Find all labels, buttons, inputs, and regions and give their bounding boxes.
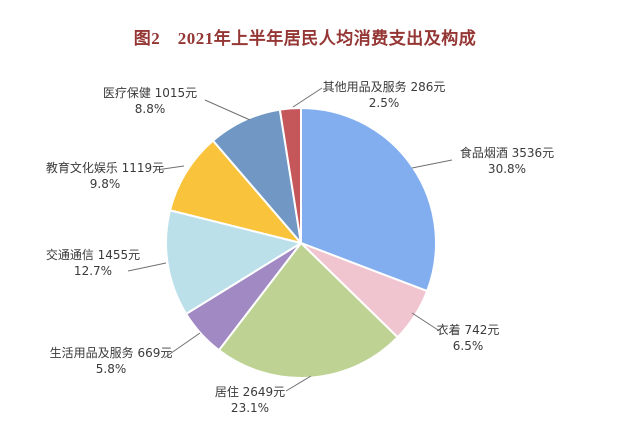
label-healthcare-line1: 医疗保健 1015元 xyxy=(102,86,198,100)
leader-line-food-tobacco-alcohol xyxy=(411,159,453,169)
label-other-line1: 其他用品及服务 286元 xyxy=(322,80,446,94)
pie-slice-other-goods-services xyxy=(278,106,302,244)
pie-slice-food-tobacco-alcohol xyxy=(300,107,437,293)
label-education-line1: 教育文化娱乐 1119元 xyxy=(45,161,165,175)
leader-line-housing xyxy=(285,375,312,392)
label-healthcare-pct: 8.8% xyxy=(134,102,166,116)
label-clothing-pct: 6.5% xyxy=(452,339,484,353)
leader-line-transport xyxy=(127,262,167,272)
leader-lines xyxy=(127,87,453,392)
chart-title: 图2 2021年上半年居民人均消费支出及构成 xyxy=(133,29,477,48)
leader-line-clothing xyxy=(411,312,439,331)
label-transport-communication: 交通通信 1455元 12.7% xyxy=(46,247,140,279)
label-housing-line1: 居住 2649元 xyxy=(214,385,286,399)
label-food-pct: 30.8% xyxy=(487,162,527,176)
label-healthcare: 医疗保健 1015元 8.8% xyxy=(103,85,197,117)
leader-line-healthcare xyxy=(204,99,251,121)
label-food-line1: 食品烟酒 3536元 xyxy=(459,146,555,160)
label-food-tobacco-alcohol: 食品烟酒 3536元 30.8% xyxy=(460,145,554,177)
label-other-goods-services: 其他用品及服务 286元 2.5% xyxy=(323,79,446,111)
leader-line-other-goods xyxy=(292,87,323,108)
label-housing-pct: 23.1% xyxy=(230,401,270,415)
pie-slice-transport-communication xyxy=(165,209,302,315)
label-housing: 居住 2649元 23.1% xyxy=(215,384,285,416)
label-clothing: 衣着 742元 6.5% xyxy=(437,322,500,354)
label-transport-pct: 12.7% xyxy=(73,264,113,278)
label-household-pct: 5.8% xyxy=(95,362,127,376)
label-transport-line1: 交通通信 1455元 xyxy=(45,248,141,262)
pie-slices xyxy=(165,106,437,379)
label-household-goods-services: 生活用品及服务 669元 5.8% xyxy=(50,345,173,377)
label-education-pct: 9.8% xyxy=(89,177,121,191)
leader-line-household-goods xyxy=(163,332,201,359)
label-education-culture-entertainment: 教育文化娱乐 1119元 9.8% xyxy=(46,160,164,192)
label-clothing-line1: 衣着 742元 xyxy=(436,323,500,337)
pie-slice-housing xyxy=(217,242,399,379)
pie-slice-education-culture-entertainment xyxy=(169,139,302,244)
label-other-pct: 2.5% xyxy=(368,96,400,110)
label-household-line1: 生活用品及服务 669元 xyxy=(49,346,173,360)
leader-line-education xyxy=(155,165,185,171)
